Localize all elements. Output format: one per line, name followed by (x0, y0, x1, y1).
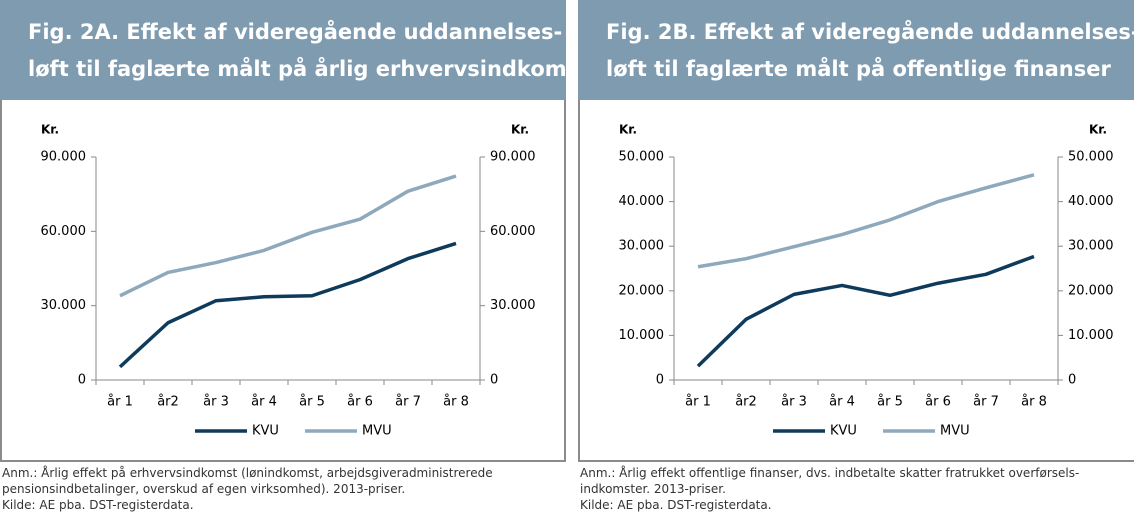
x-tick-label: år 4 (829, 395, 855, 410)
y2-tick-label: 20.000 (1068, 283, 1114, 298)
chart: Kr. Kr. 0 10.000 20.000 30.000 40.000 50.000 0 10… (619, 123, 1114, 439)
x-tick-label: år2 (735, 395, 757, 410)
x-tick-label: år 7 (395, 395, 421, 410)
series-line (118, 241, 457, 369)
title-line: løft til faglærte målt på årlig erhvervs… (28, 57, 590, 81)
y-tick-label: 40.000 (619, 194, 665, 209)
y-tick-label: 50.000 (619, 150, 665, 165)
y2-tick-label: 0 (1068, 373, 1076, 388)
x-tick-label: år 6 (347, 395, 373, 410)
x-tick-label: år 7 (973, 395, 999, 410)
chart-panel: Fig. 2B. Effekt af videregående uddannel… (578, 0, 1134, 532)
x-tick-label: år 5 (299, 395, 325, 410)
y2-axis-label: Kr. (511, 123, 529, 137)
x-tick-label: år 3 (781, 395, 807, 410)
title-line: Fig. 2B. Effekt af videregående uddannel… (606, 20, 1134, 44)
note-line: Kilde: AE pba. DST-registerdata. (580, 498, 772, 512)
title-line: Fig. 2A. Effekt af videregående uddannel… (28, 20, 563, 44)
series-line (697, 173, 1035, 269)
y2-tick-label: 60.000 (490, 224, 536, 239)
chart-frame (0, 100, 566, 462)
note-line: Anm.: Årlig effekt på erhvervsindkomst (… (2, 466, 493, 480)
legend-label: MVU (362, 424, 392, 439)
y-tick-label: 30.000 (619, 239, 665, 254)
y-tick-label: 90.000 (41, 150, 87, 165)
x-tick-label: år 4 (251, 395, 277, 410)
x-tick-label: år 6 (925, 395, 951, 410)
x-tick-label: år 8 (1021, 395, 1047, 410)
y-axis-label: Kr. (41, 123, 59, 137)
y-tick-label: 20.000 (619, 283, 665, 298)
x-tick-label: år 3 (203, 395, 229, 410)
x-tick-label: år 5 (877, 395, 903, 410)
y-tick-label: 0 (656, 373, 664, 388)
legend-label: KVU (830, 424, 857, 439)
y2-axis-label: Kr. (1089, 123, 1107, 137)
note-line: pensionsindbetalinger, overskud af egen … (2, 482, 406, 496)
y2-tick-label: 90.000 (490, 150, 536, 165)
y2-tick-label: 30.000 (1068, 239, 1114, 254)
y2-tick-label: 10.000 (1068, 328, 1114, 343)
x-tick-label: år 1 (107, 395, 133, 410)
y-tick-label: 30.000 (41, 298, 87, 313)
series-line (696, 254, 1035, 368)
y2-tick-label: 30.000 (490, 298, 536, 313)
x-tick-label: år2 (157, 395, 179, 410)
legend-label: MVU (940, 424, 970, 439)
note: Anm.: Årlig effekt på erhvervsindkomst (… (2, 465, 493, 513)
series-line (119, 174, 457, 298)
legend-label: KVU (252, 424, 279, 439)
note-line: Kilde: AE pba. DST-registerdata. (2, 498, 194, 512)
y-tick-label: 60.000 (41, 224, 87, 239)
y-tick-label: 0 (78, 373, 86, 388)
y2-tick-label: 40.000 (1068, 194, 1114, 209)
y2-tick-label: 50.000 (1068, 150, 1114, 165)
y2-tick-label: 0 (490, 373, 498, 388)
note-line: indkomster. 2013-priser. (580, 482, 726, 496)
note: Anm.: Årlig effekt offentlige finanser, … (580, 465, 1079, 513)
chart-panel: Fig. 2A. Effekt af videregående uddannel… (0, 0, 590, 532)
chart: Kr. Kr. 0 30.000 60.000 90.000 0 30.000 60.000 90… (41, 123, 536, 439)
chart-title: Fig. 2B. Effekt af videregående uddannel… (578, 0, 1134, 100)
title-line: løft til faglærte målt på offentlige fin… (606, 57, 1111, 81)
y-tick-label: 10.000 (619, 328, 665, 343)
chart-frame (578, 100, 1134, 462)
x-tick-label: år 8 (443, 395, 469, 410)
y-axis-label: Kr. (619, 123, 637, 137)
note-line: Anm.: Årlig effekt offentlige finanser, … (580, 466, 1080, 480)
x-tick-label: år 1 (685, 395, 711, 410)
chart-title: Fig. 2A. Effekt af videregående uddannel… (0, 0, 590, 100)
